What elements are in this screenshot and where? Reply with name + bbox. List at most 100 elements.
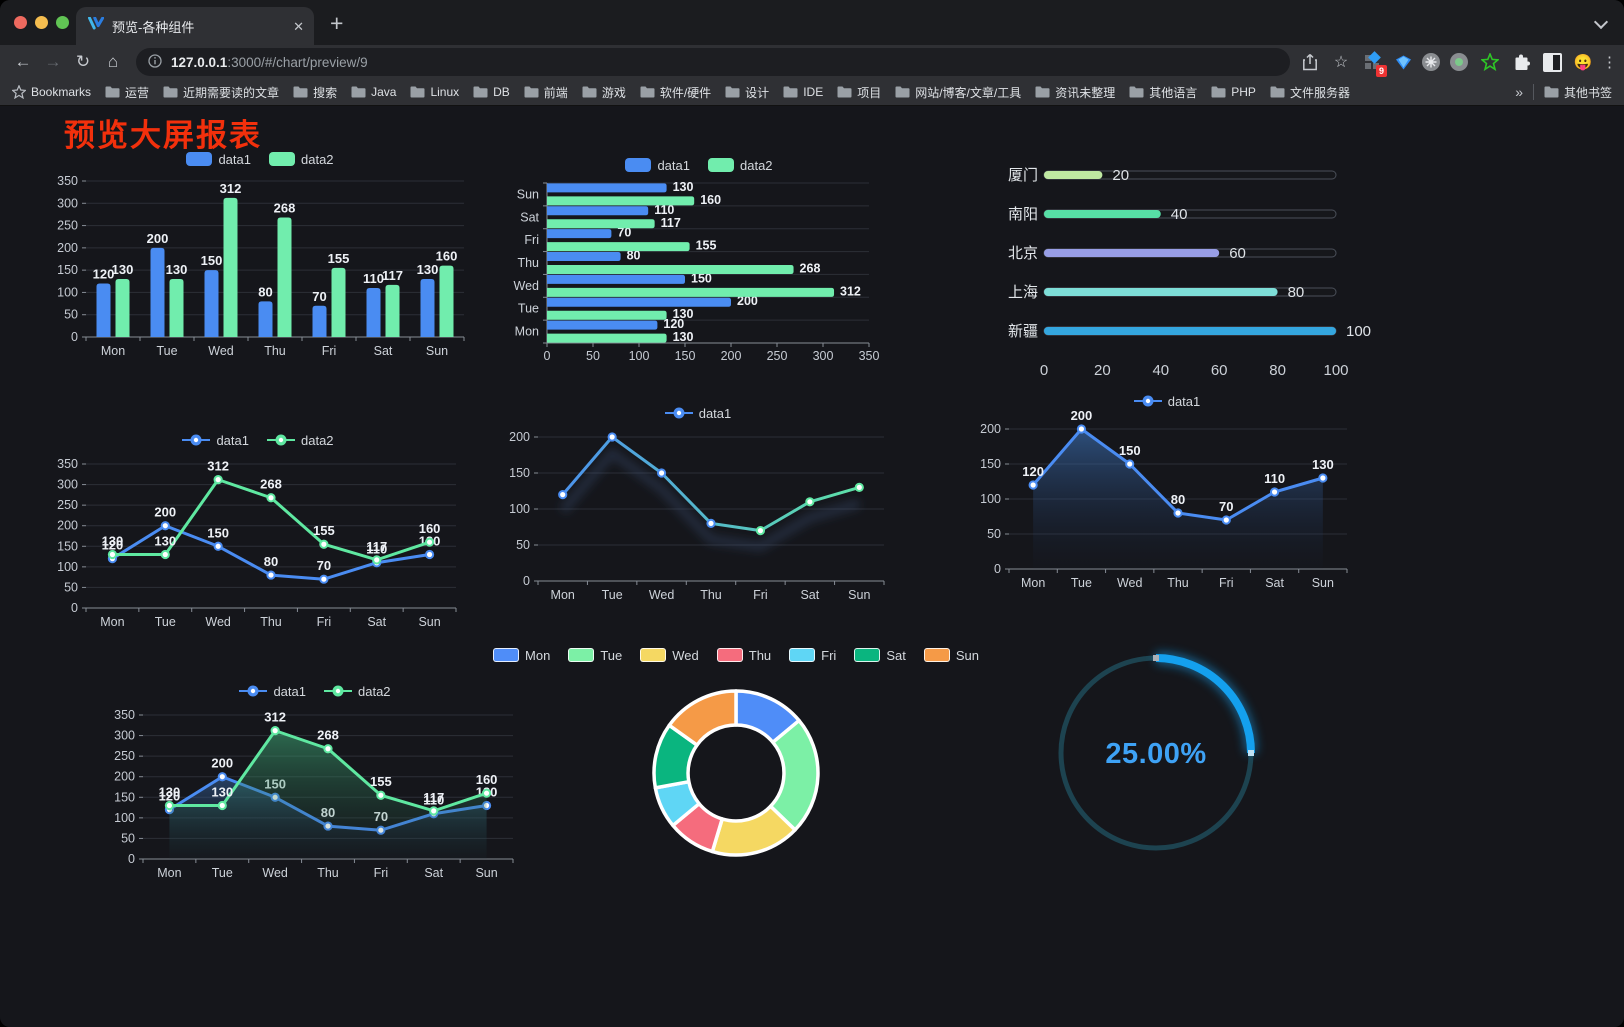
donut-chart: Mon Tue Wed Thu Fri Sat Sun xyxy=(493,643,979,891)
svg-text:0: 0 xyxy=(523,574,530,588)
svg-text:80: 80 xyxy=(627,249,641,263)
bookmark-item[interactable]: 网站/博客/文章/工具 xyxy=(895,84,1021,101)
svg-text:80: 80 xyxy=(1288,284,1305,301)
bookmark-item[interactable]: Bookmarks xyxy=(12,85,91,99)
minimize-window-icon[interactable] xyxy=(35,16,48,29)
city-progress-chart: 厦门 20 南阳 40 北京 60 上海 80 新疆 100 0 20 40 60 80 100 xyxy=(998,153,1371,385)
bookmark-item[interactable]: PHP xyxy=(1211,85,1256,99)
bookmark-item[interactable]: 其他语言 xyxy=(1129,84,1197,101)
legend-label: data1 xyxy=(216,432,249,448)
legend-item-data2[interactable]: data2 xyxy=(708,158,773,173)
bookmark-item[interactable]: Java xyxy=(351,85,396,99)
bookmark-star-icon[interactable]: ☆ xyxy=(1333,54,1349,71)
legend-item-Tue[interactable]: Tue xyxy=(568,648,622,663)
legend-item-Sat[interactable]: Sat xyxy=(854,648,906,663)
legend-item-data2[interactable]: data2 xyxy=(267,433,334,448)
legend-item-data1[interactable]: data1 xyxy=(182,433,249,448)
svg-text:Fri: Fri xyxy=(1219,576,1234,590)
zoom-window-icon[interactable] xyxy=(56,16,69,29)
url-text: 127.0.0.1:3000/#/chart/preview/9 xyxy=(171,55,368,70)
browser-menu-icon[interactable]: ⋮ xyxy=(1602,54,1617,71)
svg-text:110: 110 xyxy=(363,271,384,286)
svg-text:厦门: 厦门 xyxy=(1008,167,1038,184)
bookmark-item[interactable]: 搜索 xyxy=(293,84,337,101)
legend-item-Sun[interactable]: Sun xyxy=(923,648,979,663)
folder-icon xyxy=(1129,86,1144,98)
emoji-extension-icon[interactable]: 😛 xyxy=(1573,54,1593,71)
svg-text:40: 40 xyxy=(1152,362,1169,379)
share-icon[interactable] xyxy=(1298,50,1322,74)
legend-item-Fri[interactable]: Fri xyxy=(789,648,836,663)
bookmark-item[interactable]: 文件服务器 xyxy=(1270,84,1350,101)
legend-item-Thu[interactable]: Thu xyxy=(716,648,771,663)
home-icon[interactable]: ⌂ xyxy=(107,52,119,71)
svg-text:100: 100 xyxy=(1346,323,1371,340)
svg-text:100: 100 xyxy=(114,811,135,825)
other-bookmarks-folder[interactable]: 其他书签 xyxy=(1544,84,1612,101)
close-window-icon[interactable] xyxy=(14,16,27,29)
bookmark-item[interactable]: 设计 xyxy=(725,84,769,101)
puzzle-extension-icon[interactable] xyxy=(1509,50,1533,74)
svg-text:70: 70 xyxy=(312,289,326,304)
bookmark-item[interactable]: 近期需要读的文章 xyxy=(163,84,279,101)
legend-item-Wed[interactable]: Wed xyxy=(640,648,699,663)
tab-close-icon[interactable]: ✕ xyxy=(293,18,304,34)
svg-text:350: 350 xyxy=(57,457,78,471)
bookmark-item[interactable]: 游戏 xyxy=(582,84,626,101)
grid-extension-icon[interactable]: 9 xyxy=(1360,50,1387,77)
folder-icon xyxy=(783,86,798,98)
legend-item-data1[interactable]: data1 xyxy=(664,406,731,421)
bookmark-item[interactable]: IDE xyxy=(783,85,823,99)
bookmark-item[interactable]: 前端 xyxy=(524,84,568,101)
gem-extension-icon[interactable] xyxy=(1391,50,1415,74)
bookmark-item[interactable]: DB xyxy=(473,85,510,99)
legend-item-data1[interactable]: data1 xyxy=(625,158,690,173)
legend-label: data2 xyxy=(301,432,334,448)
bookmark-item[interactable]: 项目 xyxy=(837,84,881,101)
svg-text:Sun: Sun xyxy=(517,187,539,201)
legend-item-data2[interactable]: data2 xyxy=(324,684,391,699)
svg-text:0: 0 xyxy=(1040,362,1048,379)
forward-icon[interactable]: → xyxy=(44,52,62,71)
site-info-icon[interactable] xyxy=(148,53,162,71)
legend-item-data1[interactable]: data1 xyxy=(186,152,251,167)
contrast-extension-icon[interactable] xyxy=(1540,50,1564,74)
legend-item-Mon[interactable]: Mon xyxy=(493,648,550,663)
svg-text:110: 110 xyxy=(366,542,387,557)
svg-text:150: 150 xyxy=(57,539,78,553)
legend-swatch xyxy=(493,648,520,662)
svg-text:200: 200 xyxy=(211,756,233,771)
svg-text:Wed: Wed xyxy=(205,615,231,629)
bookmark-label: 前端 xyxy=(543,85,568,100)
svg-text:70: 70 xyxy=(617,226,631,240)
svg-text:117: 117 xyxy=(382,268,403,283)
svg-text:100: 100 xyxy=(629,349,650,363)
svg-text:200: 200 xyxy=(1071,408,1093,423)
bookmark-label: IDE xyxy=(803,85,824,99)
bookmark-item[interactable]: Linux xyxy=(410,85,459,99)
bookmark-item[interactable]: 资讯未整理 xyxy=(1035,84,1115,101)
chevron-down-icon[interactable] xyxy=(1593,14,1609,30)
svg-text:50: 50 xyxy=(516,538,530,552)
svg-text:155: 155 xyxy=(313,523,335,538)
bookmark-item[interactable]: 运营 xyxy=(105,84,149,101)
address-bar[interactable]: 127.0.0.1:3000/#/chart/preview/9 xyxy=(136,48,1290,76)
new-tab-button[interactable]: + xyxy=(330,10,344,36)
reload-icon[interactable]: ↻ xyxy=(75,52,91,71)
svg-text:80: 80 xyxy=(1171,492,1185,507)
back-icon[interactable]: ← xyxy=(14,52,32,71)
bookmark-item[interactable]: 软件/硬件 xyxy=(640,84,711,101)
legend-item-data1[interactable]: data1 xyxy=(239,684,306,699)
legend-item-data2[interactable]: data2 xyxy=(269,152,334,167)
bookmarks-overflow-icon[interactable]: » xyxy=(1515,84,1523,100)
legend-line-marker xyxy=(182,434,211,446)
green-star-extension-icon[interactable] xyxy=(1478,50,1502,74)
record-extension-icon[interactable] xyxy=(1447,50,1471,74)
filled-line-chart: data1 data2 0 50 100 150 200 250 300 350 Mon Tue We… xyxy=(105,679,525,891)
browser-tab[interactable]: 预览-各种组件 ✕ xyxy=(76,7,314,45)
asterisk-extension-icon[interactable] xyxy=(1422,53,1440,71)
legend-item-data1[interactable]: data1 xyxy=(1133,394,1200,409)
svg-text:268: 268 xyxy=(317,728,339,743)
svg-text:Sun: Sun xyxy=(848,588,870,602)
tab-favicon-icon xyxy=(88,16,105,36)
